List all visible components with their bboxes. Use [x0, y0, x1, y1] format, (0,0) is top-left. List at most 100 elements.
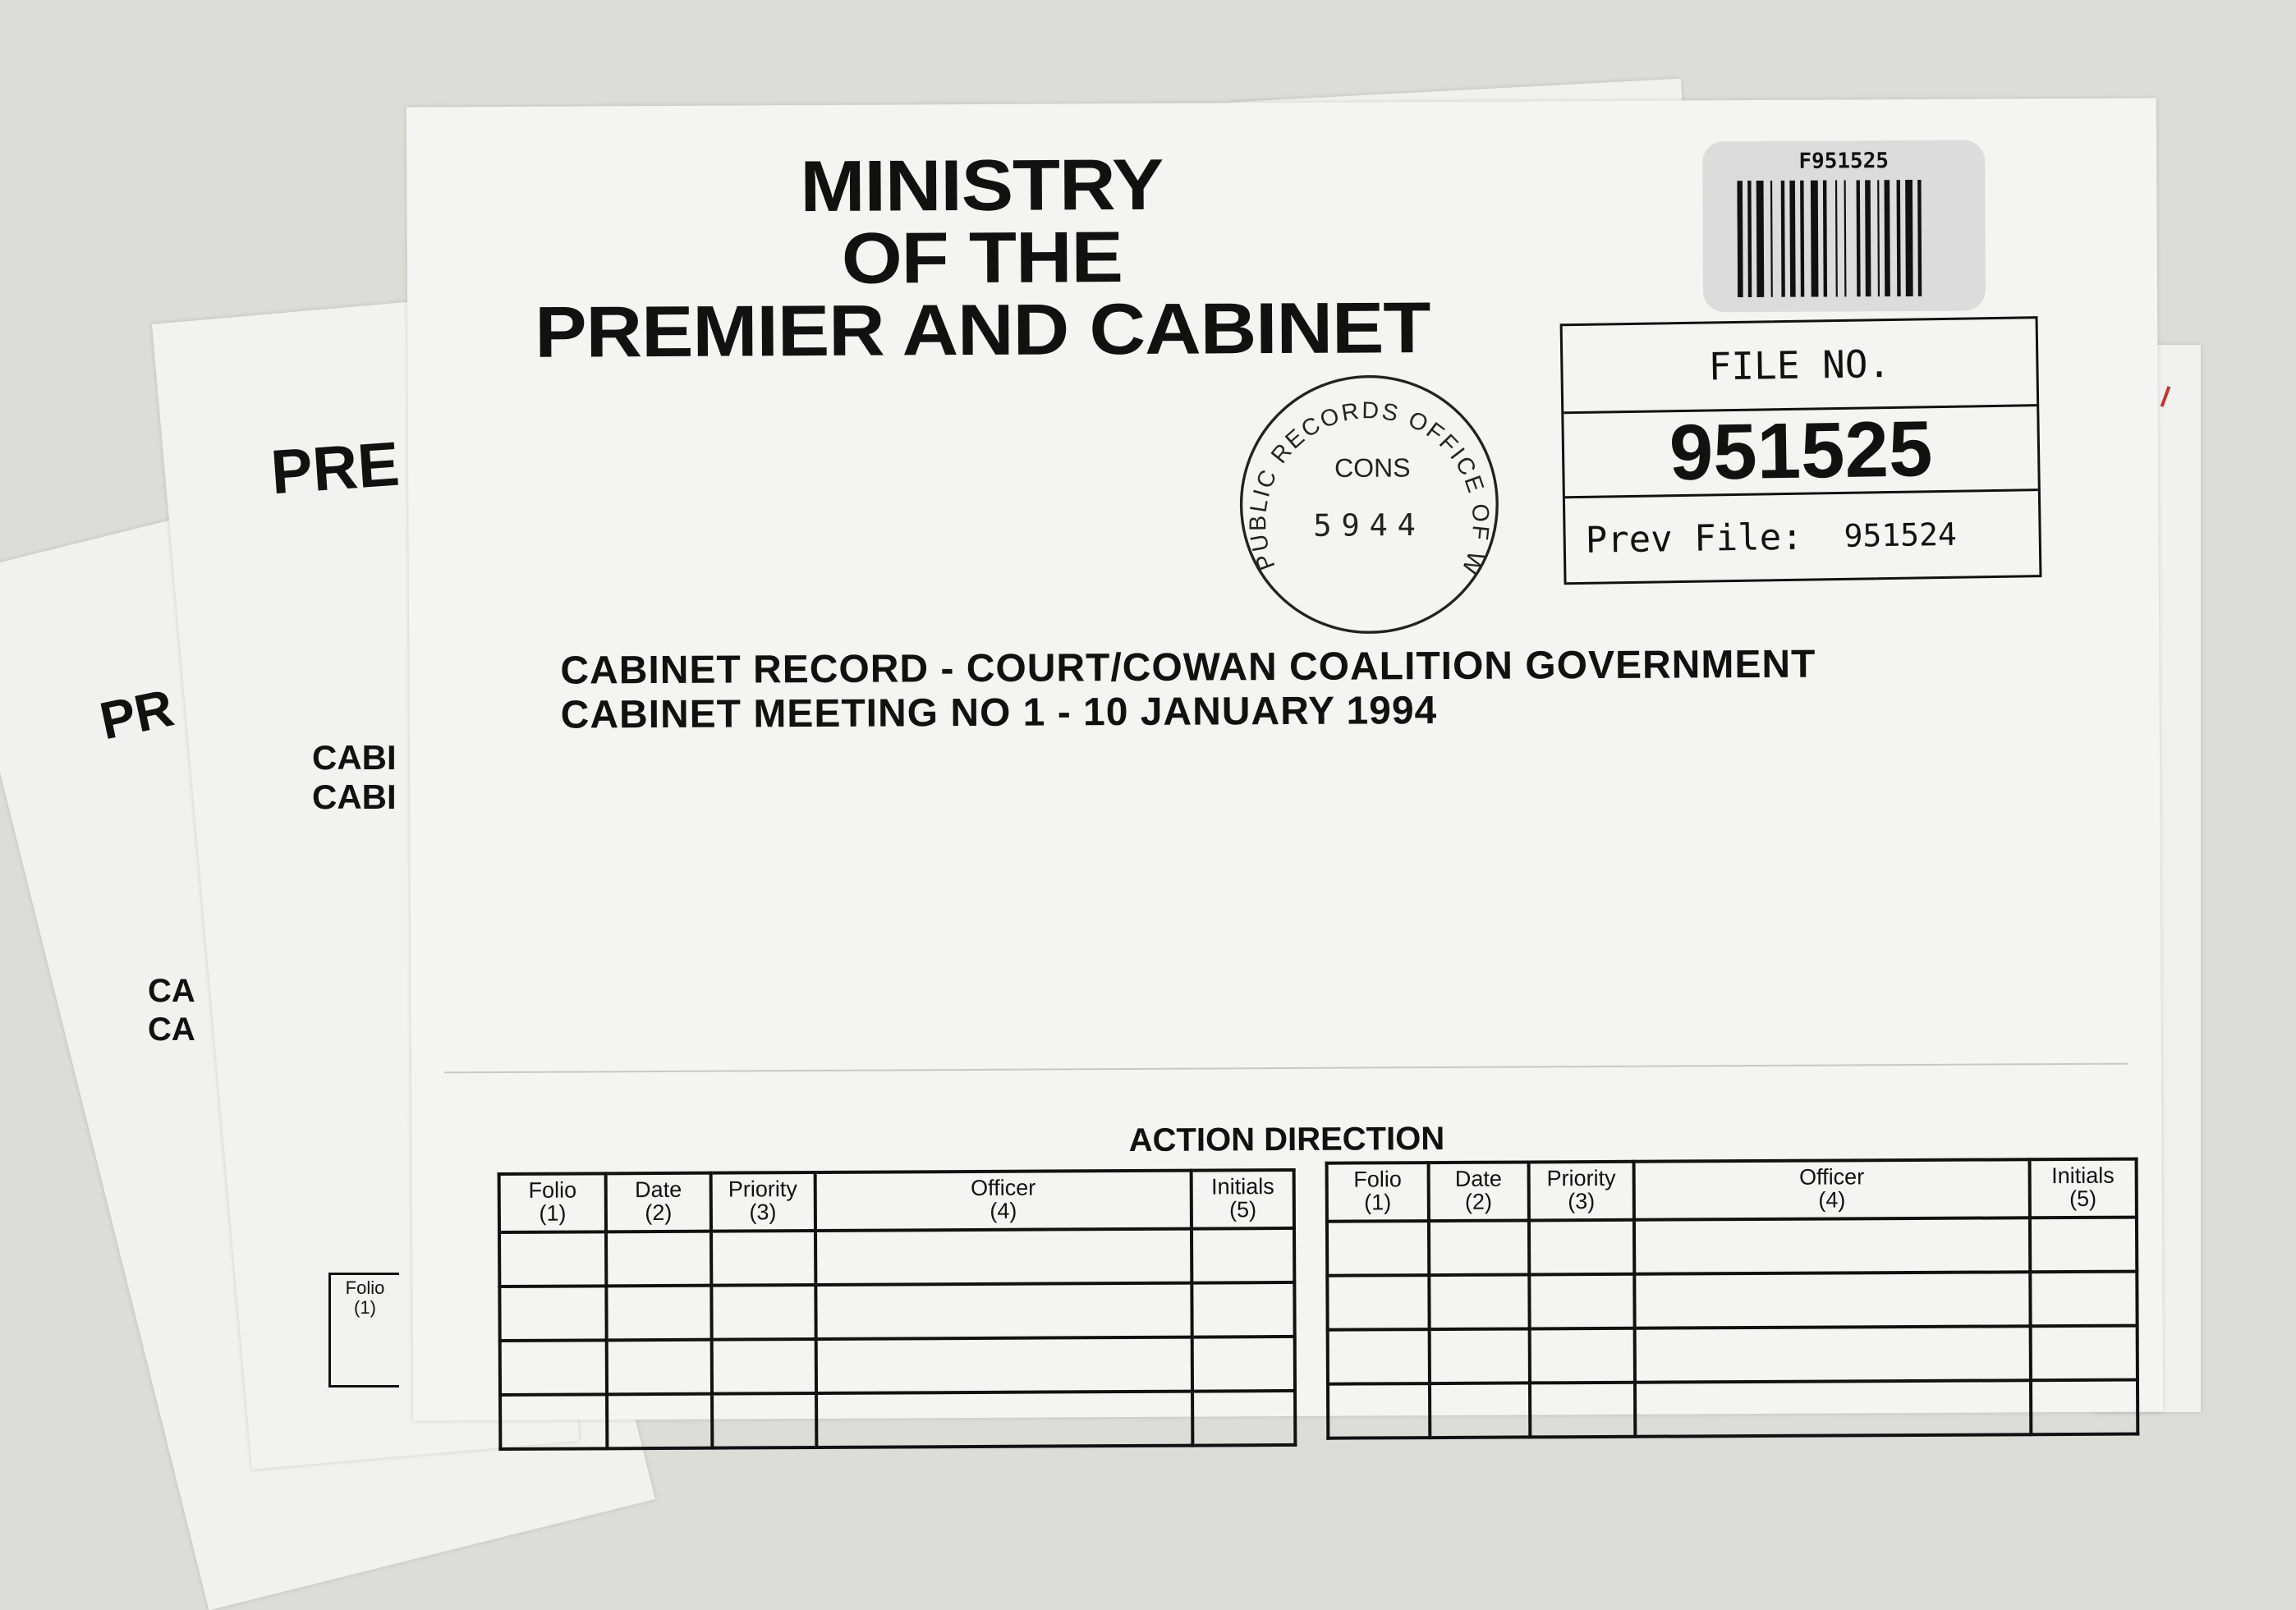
barcode-icon — [1737, 179, 1922, 298]
barcode-text: F951525 — [1798, 149, 1890, 174]
column-name: Officer — [1799, 1164, 1865, 1190]
column-header: Date (2) — [605, 1172, 711, 1232]
table-cell[interactable] — [2030, 1325, 2138, 1381]
sheet-1-line: CA — [148, 1011, 195, 1048]
column-header: Priority (3) — [710, 1172, 815, 1232]
table-cell[interactable] — [1634, 1326, 2031, 1383]
barcode-bar — [1780, 180, 1785, 297]
table-cell[interactable] — [1327, 1275, 1430, 1330]
column-number: (2) — [1464, 1189, 1493, 1214]
table-cell[interactable] — [710, 1231, 815, 1286]
fold-line — [443, 1062, 2128, 1074]
table-row — [499, 1227, 1295, 1287]
table-row — [500, 1390, 1296, 1450]
table-cell[interactable] — [1326, 1221, 1430, 1276]
col-num: (1) — [354, 1297, 376, 1318]
barcode-bar — [1896, 180, 1901, 297]
column-header: Folio (1) — [1326, 1163, 1429, 1222]
table-cell[interactable] — [815, 1337, 1193, 1393]
title-line-2: OF THE — [841, 216, 1123, 299]
table-cell[interactable] — [1634, 1218, 2030, 1274]
sheet-1-line: CA — [148, 973, 195, 1009]
column-number: (5) — [2069, 1186, 2097, 1212]
table-cell[interactable] — [1327, 1383, 1430, 1438]
table-cell[interactable] — [1327, 1329, 1430, 1384]
column-header: Initials (5) — [2029, 1158, 2137, 1218]
sheet-2-line: CABI — [312, 738, 397, 777]
table-cell[interactable] — [1428, 1220, 1529, 1276]
table-cell[interactable] — [1192, 1336, 1296, 1392]
column-number: (2) — [645, 1199, 673, 1226]
column-number: (1) — [1364, 1190, 1392, 1215]
table-row — [499, 1282, 1295, 1342]
barcode-bar — [1822, 180, 1828, 297]
column-header: Initials (5) — [1191, 1169, 1294, 1229]
action-direction-heading: ACTION DIRECTION — [1128, 1120, 1445, 1158]
table-row — [1327, 1325, 2138, 1384]
table-cell[interactable] — [499, 1232, 607, 1287]
barcode-bar — [1844, 180, 1847, 297]
column-header: Folio (1) — [498, 1173, 607, 1233]
table-cell[interactable] — [815, 1228, 1192, 1286]
column-number: (4) — [1818, 1187, 1846, 1213]
table-cell[interactable] — [1529, 1328, 1636, 1383]
table-fragment: Folio (1) — [328, 1273, 399, 1388]
header-row: Folio (1) Date (2) Priority (3) Officer (4) Init… — [1326, 1158, 2137, 1222]
table-cell[interactable] — [1429, 1383, 1530, 1438]
column-header: Priority (3) — [1528, 1161, 1635, 1221]
table-cell[interactable] — [815, 1282, 1193, 1340]
records-office-stamp: PUBLIC RECORDS OFFICE OF W.A. CONS 5944 — [1238, 373, 1499, 634]
barcode-bar — [1877, 180, 1880, 297]
table-cell[interactable] — [710, 1285, 816, 1340]
file-cover: MINISTRY OF THE PREMIER AND CABINET F951… — [406, 98, 2164, 1450]
table-cell[interactable] — [2029, 1271, 2138, 1327]
table-cell[interactable] — [1529, 1382, 1636, 1438]
table-cell[interactable] — [1528, 1273, 1635, 1329]
table-row — [1327, 1379, 2138, 1438]
barcode-bar — [1800, 180, 1805, 297]
barcode-bar — [1865, 180, 1871, 297]
stamp-cons: CONS — [1334, 453, 1411, 483]
table-cell[interactable] — [2029, 1217, 2138, 1273]
table-cell[interactable] — [1429, 1274, 1530, 1330]
column-name: Initials — [2051, 1163, 2115, 1189]
table-cell[interactable] — [606, 1339, 712, 1395]
barcode-bar — [1856, 180, 1861, 297]
table-row — [1327, 1271, 2138, 1330]
sheet-2-line: CABI — [312, 777, 397, 816]
table-cell[interactable] — [1192, 1227, 1295, 1283]
table-cell[interactable] — [815, 1391, 1193, 1447]
title-line-1: MINISTRY — [800, 143, 1164, 227]
table-cell[interactable] — [711, 1339, 816, 1394]
table-cell[interactable] — [1192, 1390, 1296, 1446]
action-table-right: Folio (1) Date (2) Priority (3) Officer (4) Init… — [1325, 1158, 2140, 1440]
table-cell[interactable] — [500, 1394, 608, 1450]
table-cell[interactable] — [2030, 1379, 2138, 1435]
header-row: Folio (1) Date (2) Priority (3) Officer (4) Init… — [498, 1169, 1294, 1233]
table-cell[interactable] — [607, 1393, 712, 1449]
column-name: Initials — [1211, 1174, 1274, 1199]
table-cell[interactable] — [499, 1340, 608, 1396]
table-cell[interactable] — [711, 1393, 816, 1448]
table-cell[interactable] — [1528, 1219, 1635, 1275]
table-cell[interactable] — [1635, 1380, 2031, 1437]
barcode-label: F951525 — [1702, 140, 1986, 313]
table-row — [1326, 1217, 2138, 1276]
table-cell[interactable] — [606, 1285, 712, 1341]
table-cell[interactable] — [499, 1286, 607, 1342]
barcode-bar — [1747, 181, 1752, 298]
file-number: 951525 — [1564, 405, 2038, 499]
table-cell[interactable] — [606, 1231, 711, 1287]
file-no-label: FILE NO. — [1562, 319, 2037, 415]
barcode-bar — [1905, 179, 1913, 297]
table-cell[interactable] — [1192, 1282, 1295, 1337]
prev-file-row: Prev File: 951524 — [1565, 491, 2040, 582]
column-name: Folio — [1353, 1167, 1402, 1192]
column-header: Date (2) — [1428, 1162, 1529, 1222]
column-number: (1) — [539, 1200, 567, 1226]
table-cell[interactable] — [1634, 1272, 2031, 1328]
record-line-1: CABINET RECORD - COURT/COWAN COALITION G… — [560, 642, 1816, 693]
barcode-bar — [1884, 180, 1890, 297]
table-cell[interactable] — [1429, 1328, 1530, 1384]
column-name: Priority — [728, 1177, 797, 1202]
